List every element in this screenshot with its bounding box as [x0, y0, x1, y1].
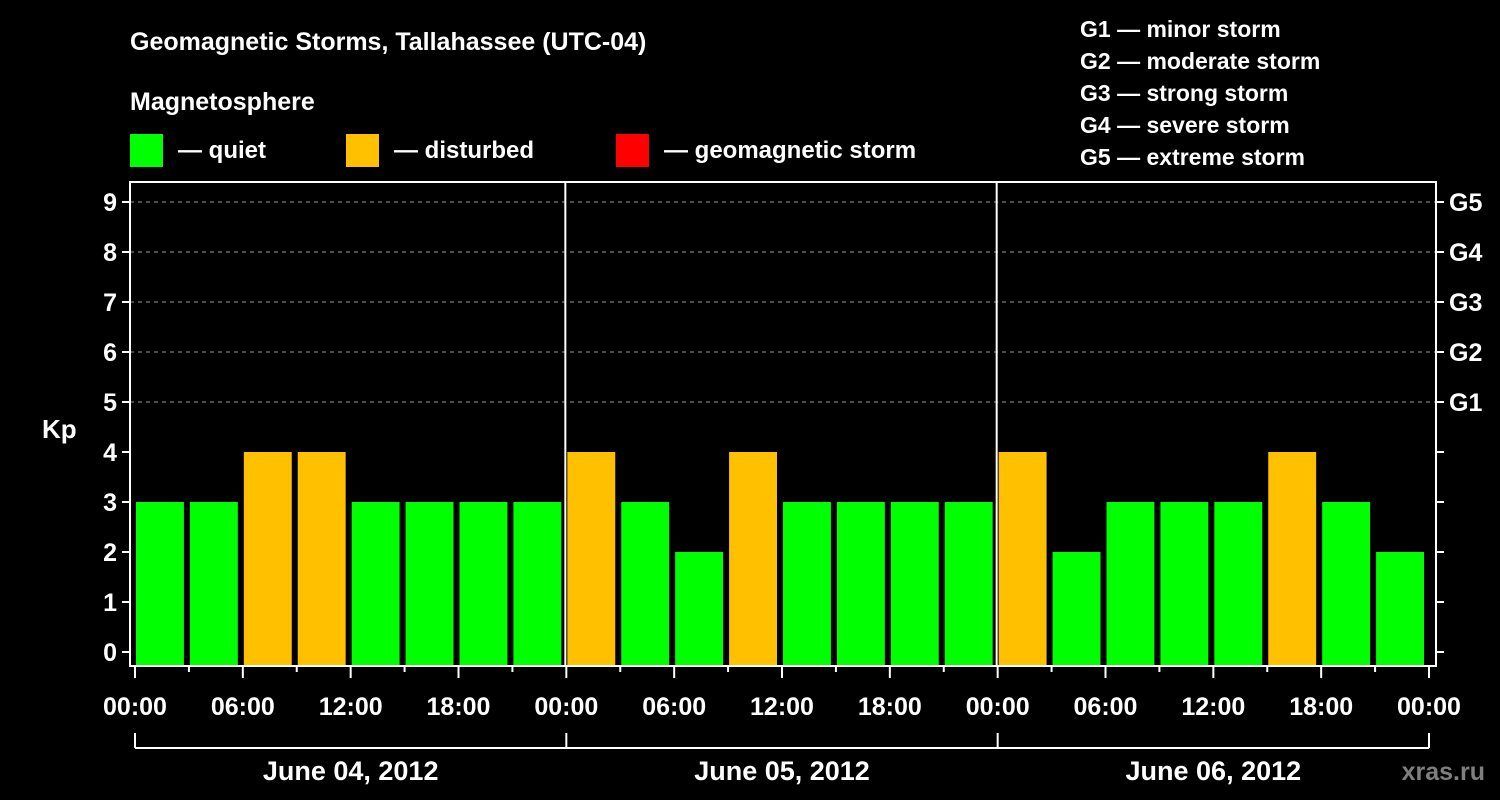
storm-scale-g3: G3 — strong storm — [1080, 80, 1288, 106]
y-tick-label: 2 — [103, 539, 117, 567]
bar-12 — [783, 502, 831, 666]
y-tick-label: 7 — [103, 289, 117, 317]
bar-21 — [1268, 452, 1317, 666]
y-tick-label: 1 — [103, 589, 117, 617]
bar-23 — [1376, 552, 1424, 666]
bar-5 — [405, 502, 454, 666]
bar-2 — [243, 452, 292, 666]
chart-title: Geomagnetic Storms, Tallahassee (UTC-04) — [130, 28, 646, 56]
bar-20 — [1214, 502, 1263, 666]
legend-label-storm: — geomagnetic storm — [664, 137, 916, 164]
storm-scale-g4: G4 — severe storm — [1080, 112, 1290, 138]
storm-scale-g5: G5 — extreme storm — [1080, 144, 1305, 170]
x-tick-label: 00:00 — [966, 693, 1030, 721]
bar-10 — [675, 552, 724, 666]
bar-13 — [836, 502, 885, 666]
bar-1 — [189, 502, 238, 666]
day-dividers — [564, 182, 998, 666]
x-tick-label: 12:00 — [750, 693, 814, 721]
legend-label-disturbed: — disturbed — [394, 137, 534, 164]
y-tick-label: 5 — [103, 389, 117, 417]
legend-swatch-quiet — [130, 134, 163, 167]
legend: — quiet — disturbed — geomagnetic storm — [130, 134, 916, 167]
x-axis: 00:00 06:00 12:00 18:00 00:00 06:00 12:00 18:00… — [103, 666, 1461, 721]
x-tick-label: 00:00 — [534, 693, 598, 721]
bar-18 — [1106, 502, 1155, 666]
bar-8 — [567, 452, 616, 666]
bar-15 — [944, 502, 993, 666]
x-tick-label: 18:00 — [1289, 693, 1353, 721]
y-tick-label: 4 — [103, 439, 117, 467]
bar-16 — [998, 452, 1047, 666]
x-tick-label: 06:00 — [211, 693, 275, 721]
y-tick-label: 0 — [103, 639, 117, 667]
y-tick-label: 6 — [103, 339, 117, 367]
storm-scale-list: G1 — minor storm G2 — moderate storm G3 … — [1080, 16, 1320, 170]
legend-label-quiet: — quiet — [178, 137, 266, 164]
y-tick-label: 9 — [103, 189, 117, 217]
watermark: xras.ru — [1402, 758, 1485, 786]
day-axis: June 04, 2012 June 05, 2012 June 06, 2012 — [134, 733, 1430, 786]
storm-scale-g2: G2 — moderate storm — [1080, 48, 1320, 74]
storm-scale-g1: G1 — minor storm — [1080, 16, 1281, 42]
g-scale-label: G3 — [1449, 289, 1482, 317]
x-tick-label: 12:00 — [1181, 693, 1245, 721]
x-tick-label: 18:00 — [858, 693, 922, 721]
g-scale-label: G1 — [1449, 389, 1482, 417]
day-label: June 04, 2012 — [263, 756, 439, 786]
left-axis: 0 1 2 3 4 5 6 7 8 9 — [103, 189, 130, 667]
bar-22 — [1322, 502, 1371, 666]
g-scale-label: G5 — [1449, 189, 1482, 217]
bar-14 — [890, 502, 939, 666]
y-tick-label: 8 — [103, 239, 117, 267]
day-label: June 06, 2012 — [1126, 756, 1302, 786]
bar-19 — [1160, 502, 1209, 666]
legend-swatch-storm — [616, 134, 649, 167]
y-axis-label: Kp — [42, 414, 77, 444]
day-label: June 05, 2012 — [694, 756, 870, 786]
x-tick-label: 00:00 — [1397, 693, 1461, 721]
x-tick-label: 12:00 — [319, 693, 383, 721]
bar-17 — [1052, 552, 1101, 666]
bar-3 — [297, 452, 346, 666]
bar-4 — [351, 502, 400, 666]
bar-11 — [729, 452, 777, 666]
x-tick-label: 18:00 — [427, 693, 491, 721]
x-tick-label: 00:00 — [103, 693, 167, 721]
bar-9 — [621, 502, 670, 666]
x-tick-label: 06:00 — [642, 693, 706, 721]
x-tick-label: 06:00 — [1074, 693, 1138, 721]
magnetosphere-label: Magnetosphere — [130, 88, 315, 116]
grid-lines — [130, 201, 1436, 403]
right-axis: G1 G2 G3 G4 G5 — [1436, 189, 1482, 653]
bar-0 — [136, 502, 184, 666]
g-scale-label: G4 — [1449, 239, 1482, 267]
y-tick-label: 3 — [103, 489, 117, 517]
bar-6 — [459, 502, 508, 666]
bars — [136, 452, 1424, 666]
g-scale-label: G2 — [1449, 339, 1482, 367]
legend-swatch-disturbed — [346, 134, 379, 167]
bar-7 — [513, 502, 562, 666]
